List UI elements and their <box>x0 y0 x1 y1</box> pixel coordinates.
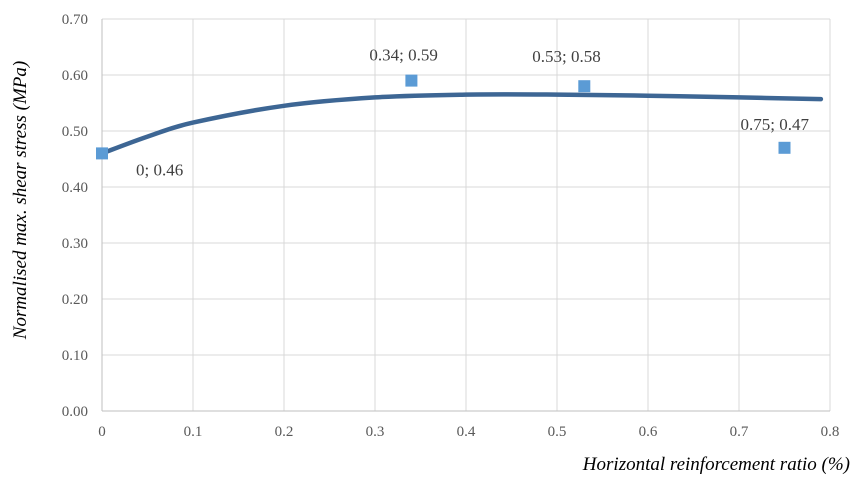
data-label: 0.75; 0.47 <box>741 115 810 134</box>
x-tick-label: 0.6 <box>639 424 658 440</box>
x-tick-label: 0.4 <box>457 424 476 440</box>
data-point-marker <box>96 147 108 160</box>
markers <box>96 74 791 160</box>
y-tick-label: 0.50 <box>62 124 88 140</box>
x-tick-label: 0.7 <box>730 424 749 440</box>
x-axis-title: Horizontal reinforcement ratio (%) <box>582 454 850 475</box>
x-tick-label: 0 <box>98 424 106 440</box>
data-labels: 0; 0.46 0.34; 0.59 0.53; 0.58 0.75; 0.47 <box>136 46 809 180</box>
y-axis-title: Normalised max. shear stress (MPa) <box>10 61 31 340</box>
y-tick-label: 0.60 <box>62 68 88 84</box>
data-label: 0; 0.46 <box>136 160 183 179</box>
trendline-layer <box>99 92 824 156</box>
data-label: 0.53; 0.58 <box>532 47 600 66</box>
x-tick-label: 0.2 <box>275 424 294 440</box>
data-point-marker <box>578 80 591 93</box>
y-tick-label: 0.70 <box>62 12 88 28</box>
tick-labels: 0.00 0.10 0.20 0.30 0.40 0.50 0.60 0.70 0 0.1 0.2 0… <box>62 12 840 440</box>
y-tick-label: 0.40 <box>62 180 88 196</box>
trendline <box>99 92 824 156</box>
y-tick-label: 0.30 <box>62 236 88 252</box>
data-label: 0.34; 0.59 <box>369 46 437 65</box>
x-tick-label: 0.3 <box>366 424 385 440</box>
x-tick-label: 0.1 <box>184 424 203 440</box>
gridlines <box>102 18 831 411</box>
y-tick-label: 0.00 <box>62 404 88 420</box>
data-point-marker <box>405 74 418 87</box>
y-tick-label: 0.20 <box>62 292 88 308</box>
data-point-marker <box>778 141 791 154</box>
x-tick-label: 0.8 <box>821 424 840 440</box>
axes <box>101 19 830 412</box>
y-tick-label: 0.10 <box>62 348 88 364</box>
x-tick-label: 0.5 <box>548 424 567 440</box>
